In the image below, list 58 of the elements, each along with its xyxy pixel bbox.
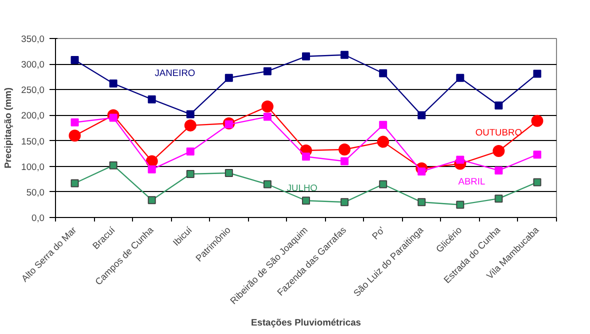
point [302, 196, 310, 205]
point [533, 70, 542, 78]
point [531, 114, 544, 127]
point [418, 111, 426, 120]
y-tick-label: 300,0 [21, 60, 44, 70]
x-axis-title: Estações Pluviométricas [251, 318, 361, 328]
point [70, 179, 79, 188]
point [494, 101, 503, 110]
point [186, 170, 194, 178]
y-tick-label: 0,0 [32, 213, 44, 223]
point [302, 152, 310, 161]
point [148, 196, 156, 204]
point [148, 95, 156, 104]
point [494, 194, 503, 203]
series-label: OUTUBRO [475, 128, 522, 138]
y-tick-label: 150,0 [21, 136, 44, 146]
point [263, 180, 272, 188]
point [109, 80, 118, 88]
y-tick-label: 100,0 [21, 162, 44, 172]
point [379, 69, 388, 78]
point [379, 120, 388, 129]
point [186, 148, 194, 156]
point [263, 67, 272, 76]
series-label: ABRIL [458, 176, 486, 187]
point [109, 161, 118, 170]
series-label: JULHO [286, 182, 318, 193]
point [70, 118, 79, 126]
y-tick-label: 350,0 [21, 34, 44, 44]
point [340, 157, 349, 166]
point [184, 119, 196, 132]
point [70, 56, 79, 64]
point [338, 143, 351, 156]
point [379, 180, 388, 188]
y-tick-label: 200,0 [21, 110, 44, 121]
series-label: JANEIRO [154, 68, 196, 78]
point [340, 198, 349, 206]
y-axis-title: Precipitação (mm) [3, 88, 14, 168]
point [261, 100, 274, 113]
point [302, 52, 310, 60]
x-tick-label: Po' [370, 224, 387, 242]
point [186, 110, 194, 118]
point [340, 50, 349, 59]
point [224, 169, 233, 178]
point [263, 112, 272, 121]
point [533, 178, 542, 186]
point [68, 130, 81, 142]
point [224, 74, 233, 82]
point [456, 156, 464, 164]
point [148, 165, 156, 174]
point [456, 200, 464, 209]
point [377, 136, 390, 148]
y-tick-label: 250,0 [21, 85, 44, 96]
point [492, 145, 505, 158]
point [456, 74, 464, 82]
point [533, 150, 542, 159]
point [494, 166, 503, 174]
y-tick-label: 50,0 [26, 187, 44, 198]
point [418, 198, 426, 206]
